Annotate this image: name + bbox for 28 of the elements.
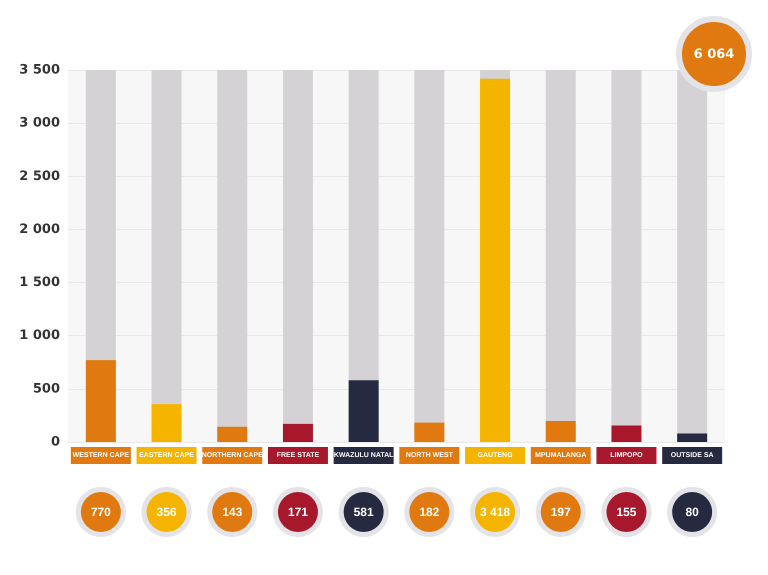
y-tick-label: 1 500: [19, 275, 60, 290]
bar: [282, 424, 313, 442]
y-tick-label: 3 500: [19, 62, 60, 78]
data-label: 171: [288, 505, 308, 519]
y-tick-label: 0: [50, 434, 60, 450]
bar: [152, 404, 182, 442]
bar: [414, 422, 444, 442]
data-label: 356: [156, 505, 177, 519]
data-label: 80: [685, 505, 700, 519]
bar: [546, 421, 576, 442]
y-tick-label: 2 500: [19, 168, 60, 184]
data-label: 182: [419, 505, 440, 519]
bar: [480, 78, 510, 442]
data-label: 770: [90, 505, 112, 519]
y-tick-label: 1 000: [19, 328, 60, 344]
bar: [86, 360, 116, 442]
data-label: 143: [222, 505, 243, 519]
data-label: 197: [550, 505, 572, 519]
bar: [348, 380, 379, 442]
bar: [611, 426, 642, 442]
y-tick-label: 500: [32, 381, 60, 396]
data-label: 155: [616, 505, 637, 519]
data-label: 581: [354, 505, 374, 519]
y-tick-label: 2 000: [19, 222, 60, 237]
bar: [217, 426, 248, 442]
y-tick-label: 3 000: [19, 116, 60, 131]
bar: [677, 433, 708, 442]
data-label: 3 418: [480, 505, 510, 519]
